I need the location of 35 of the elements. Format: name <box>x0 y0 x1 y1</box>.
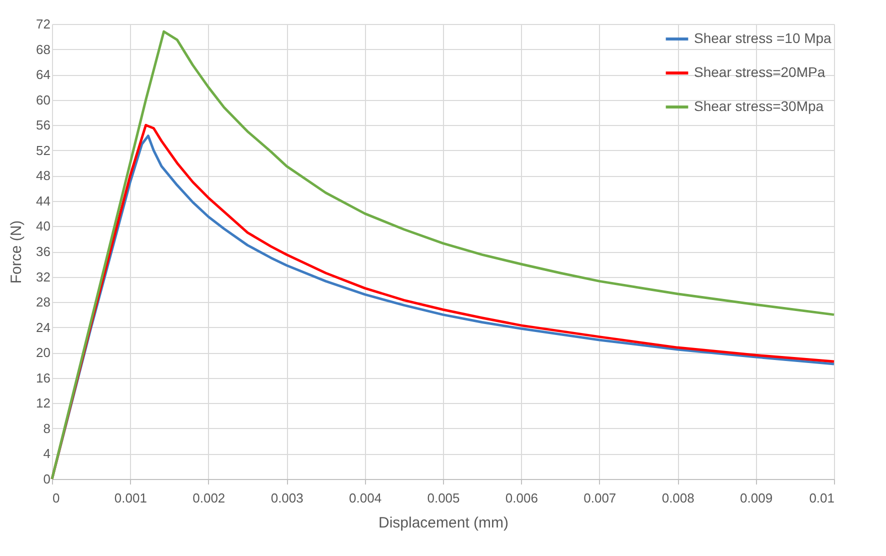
x-tick-label: 0.01 <box>809 490 834 506</box>
y-tick-label: 56 <box>36 118 50 133</box>
y-tick-label: 36 <box>36 244 50 259</box>
y-tick-label: 0 <box>43 472 50 486</box>
x-tick-label: 0.001 <box>114 490 147 506</box>
y-tick-label: 68 <box>36 42 50 57</box>
x-tick-label: 0 <box>52 490 60 506</box>
y-tick-label: 44 <box>36 193 50 208</box>
x-tick-label: 0.004 <box>349 490 382 506</box>
y-tick-label: 12 <box>36 396 50 411</box>
y-tick-label: 20 <box>36 345 50 360</box>
y-tick-label: 64 <box>36 67 50 82</box>
y-tick-label: 28 <box>36 294 50 310</box>
x-tick-label: 0.008 <box>662 490 694 506</box>
y-axis-title: Force (N) <box>8 220 26 284</box>
y-tick-label: 16 <box>36 370 50 386</box>
y-tick-label: 32 <box>36 269 50 284</box>
y-tick-label: 48 <box>36 168 50 184</box>
x-tick-label: 0.005 <box>427 490 460 506</box>
legend-label: Shear stress =10 Mpa <box>694 30 832 46</box>
y-tick-label: 8 <box>43 420 50 436</box>
y-tick-label: 72 <box>36 16 50 32</box>
legend-label: Shear stress=20MPa <box>694 64 826 80</box>
y-tick-label: 24 <box>36 320 50 335</box>
x-tick-label: 0.003 <box>270 490 304 506</box>
y-tick-label: 40 <box>36 218 50 234</box>
y-tick-label: 52 <box>36 142 50 158</box>
y-tick-label: 60 <box>36 92 50 108</box>
x-tick-label: 0.009 <box>740 490 773 506</box>
x-tick-label: 0.006 <box>505 490 538 506</box>
y-tick-label: 4 <box>43 446 50 462</box>
x-tick-label: 0.002 <box>192 490 226 506</box>
legend-label: Shear stress=30Mpa <box>694 98 824 114</box>
x-tick-label: 0.007 <box>584 490 616 506</box>
x-axis-title: Displacement (mm) <box>378 514 509 532</box>
